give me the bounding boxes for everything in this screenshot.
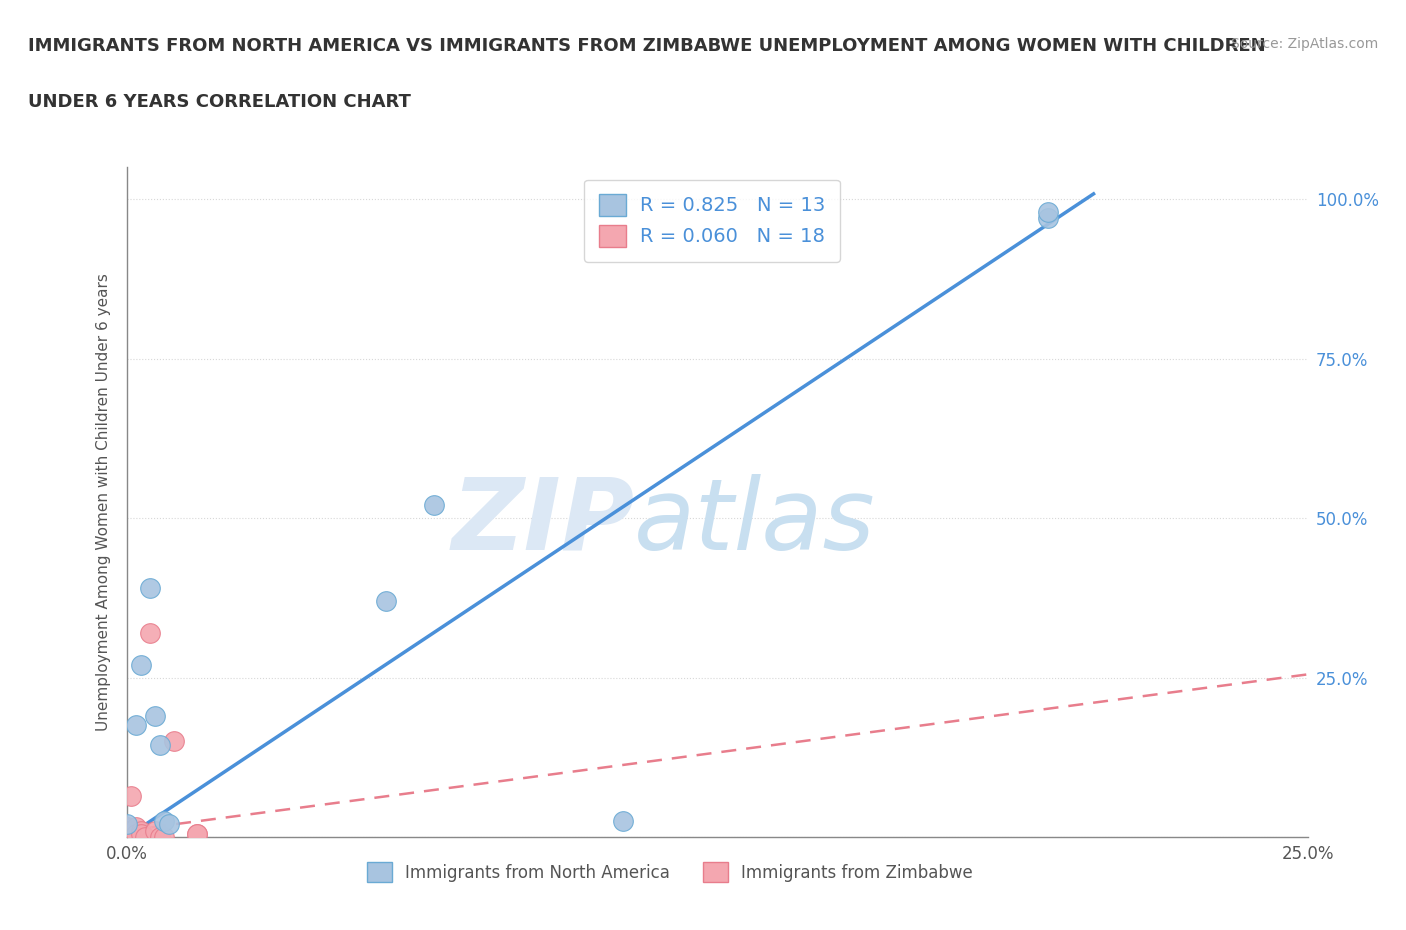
Point <box>134 830 156 844</box>
Point <box>186 827 208 842</box>
Point <box>115 820 138 835</box>
Point <box>125 820 148 835</box>
Point <box>125 827 148 842</box>
Point <box>163 734 186 749</box>
Point <box>120 788 142 803</box>
Point <box>186 827 208 842</box>
Point <box>125 718 148 733</box>
Y-axis label: Unemployment Among Women with Children Under 6 years: Unemployment Among Women with Children U… <box>96 273 111 731</box>
Point <box>115 823 138 838</box>
Point <box>149 737 172 752</box>
Point <box>1036 205 1059 219</box>
Point <box>157 817 180 831</box>
Point <box>612 814 634 829</box>
Point <box>143 709 166 724</box>
Text: atlas: atlas <box>634 473 876 571</box>
Text: ZIP: ZIP <box>451 473 634 571</box>
Point <box>129 827 152 842</box>
Point <box>375 593 398 608</box>
Text: IMMIGRANTS FROM NORTH AMERICA VS IMMIGRANTS FROM ZIMBABWE UNEMPLOYMENT AMONG WOM: IMMIGRANTS FROM NORTH AMERICA VS IMMIGRA… <box>28 37 1265 55</box>
Point <box>153 814 176 829</box>
Point <box>115 827 138 842</box>
Point <box>129 823 152 838</box>
Point <box>149 830 172 844</box>
Point <box>422 498 444 512</box>
Point <box>129 658 152 672</box>
Point <box>143 823 166 838</box>
Text: UNDER 6 YEARS CORRELATION CHART: UNDER 6 YEARS CORRELATION CHART <box>28 93 411 111</box>
Legend: Immigrants from North America, Immigrants from Zimbabwe: Immigrants from North America, Immigrant… <box>360 856 980 889</box>
Text: Source: ZipAtlas.com: Source: ZipAtlas.com <box>1230 37 1378 51</box>
Point <box>139 626 162 641</box>
Point <box>153 830 176 844</box>
Point <box>115 830 138 844</box>
Point <box>115 817 138 831</box>
Point <box>1036 211 1059 226</box>
Point <box>139 581 162 596</box>
Point <box>120 823 142 838</box>
